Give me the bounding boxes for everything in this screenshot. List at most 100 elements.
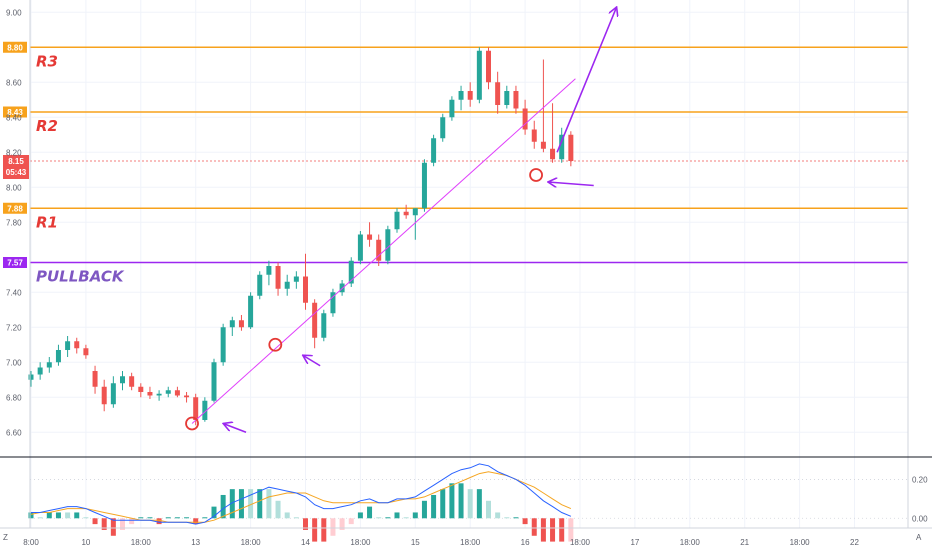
macd-histogram-bar [303, 518, 308, 530]
macd-histogram-bar [266, 489, 272, 519]
candle-body [138, 386, 144, 392]
candle-body [486, 50, 491, 83]
macd-histogram-bar [46, 512, 52, 519]
time-tick-label: 18:00 [680, 538, 701, 547]
macd-histogram-bar [421, 500, 427, 519]
macd-histogram-bar [129, 518, 135, 525]
candle-body [458, 91, 464, 100]
candle-body [467, 91, 473, 100]
candle-body [229, 320, 235, 328]
candle-body [101, 386, 107, 405]
candle-body [147, 392, 153, 396]
macd-pane: 0.20 0.00 [28, 463, 928, 542]
candle-body [184, 395, 190, 398]
price-tick-label: 8.20 [6, 148, 22, 157]
time-tick-label: 15 [411, 538, 420, 547]
time-tick-label: 18:00 [460, 538, 481, 547]
macd-histogram-bar [449, 483, 455, 519]
price-tick-label: 9.00 [6, 8, 22, 17]
candle-body [129, 376, 135, 387]
level-name-label: PULLBACK [36, 268, 125, 286]
macd-histogram-bar [568, 518, 574, 542]
macd-histogram-bar [513, 517, 519, 519]
candle-body [174, 390, 180, 396]
macd-histogram-bar [376, 517, 382, 519]
auto-scale-label[interactable]: A [916, 533, 922, 542]
candle-body [193, 397, 199, 420]
candle-body [330, 292, 336, 314]
macd-histogram-bar [174, 517, 180, 519]
macd-histogram-bar [138, 517, 144, 519]
candle-body [522, 108, 528, 130]
candle-body [65, 341, 71, 350]
price-tick-label: 8.60 [6, 78, 22, 87]
time-tick-label: 16 [521, 538, 530, 547]
macd-histogram-bar [211, 506, 217, 519]
candle-body [449, 99, 455, 118]
macd-histogram-bar [486, 500, 491, 519]
level-price-tag [3, 41, 27, 53]
macd-tick-label: 0.20 [912, 475, 928, 484]
time-tick-label: 8:00 [23, 538, 39, 547]
macd-histogram-bar [357, 512, 363, 519]
macd-histogram-bar [284, 512, 290, 519]
candle-body [421, 162, 427, 209]
macd-signal-line [30, 471, 572, 523]
candle-body [156, 393, 162, 396]
candle-body [266, 266, 272, 275]
level-price-tag-text: 7.88 [7, 204, 23, 213]
price-tick-label: 6.80 [6, 393, 22, 402]
candle-body [540, 141, 546, 149]
candles [28, 47, 574, 426]
price-tick-label: 6.60 [6, 428, 22, 437]
candle-body [495, 82, 501, 105]
macd-histogram-bar [476, 489, 482, 519]
macd-histogram-bar [55, 512, 61, 519]
candle-body [559, 134, 565, 160]
price-tick-label: 7.00 [6, 358, 22, 367]
candle-body [403, 211, 409, 216]
macd-histogram-bar [147, 517, 153, 519]
macd-histogram-bar [156, 518, 162, 525]
price-tick-label: 7.20 [6, 323, 22, 332]
macd-histogram-bar [385, 517, 391, 519]
macd-histogram-bar [28, 512, 34, 519]
candle-body [339, 283, 345, 293]
macd-histogram-bar [504, 517, 510, 519]
candle-body [513, 91, 519, 109]
macd-histogram-bar [412, 512, 418, 519]
macd-histogram-bar [540, 518, 546, 542]
level-price-tag-text: 8.43 [7, 108, 23, 117]
macd-histogram-bar [184, 517, 190, 519]
macd-histogram-bar [522, 518, 528, 525]
touch-circle [268, 337, 283, 352]
candle-body [46, 362, 52, 368]
candle-body [37, 367, 43, 375]
candle-body [211, 362, 217, 401]
candle-body [120, 376, 125, 384]
touch-circle [529, 168, 543, 182]
macd-histogram-bar [220, 494, 226, 519]
macd-histogram-bar [83, 517, 89, 519]
candle-body [28, 374, 34, 380]
candle-body [550, 148, 556, 160]
zoom-z-label[interactable]: Z [3, 533, 8, 542]
macd-histogram-bar [495, 512, 501, 519]
candle-body [431, 138, 437, 163]
macd-histogram-bar [92, 518, 98, 525]
macd-histogram-bar [458, 483, 464, 519]
annotations [185, 7, 617, 433]
macd-histogram-bar [202, 517, 208, 519]
candle-body [321, 313, 327, 338]
candle-body [357, 234, 363, 261]
arrow [548, 182, 594, 186]
level-name-label: R2 [36, 117, 58, 135]
level-price-tag [3, 202, 27, 214]
current-price-tag [3, 155, 29, 179]
macd-histogram-bar [101, 518, 107, 530]
macd-histogram-bar [394, 512, 400, 519]
candle-body [312, 302, 318, 338]
candle-body [92, 371, 98, 387]
